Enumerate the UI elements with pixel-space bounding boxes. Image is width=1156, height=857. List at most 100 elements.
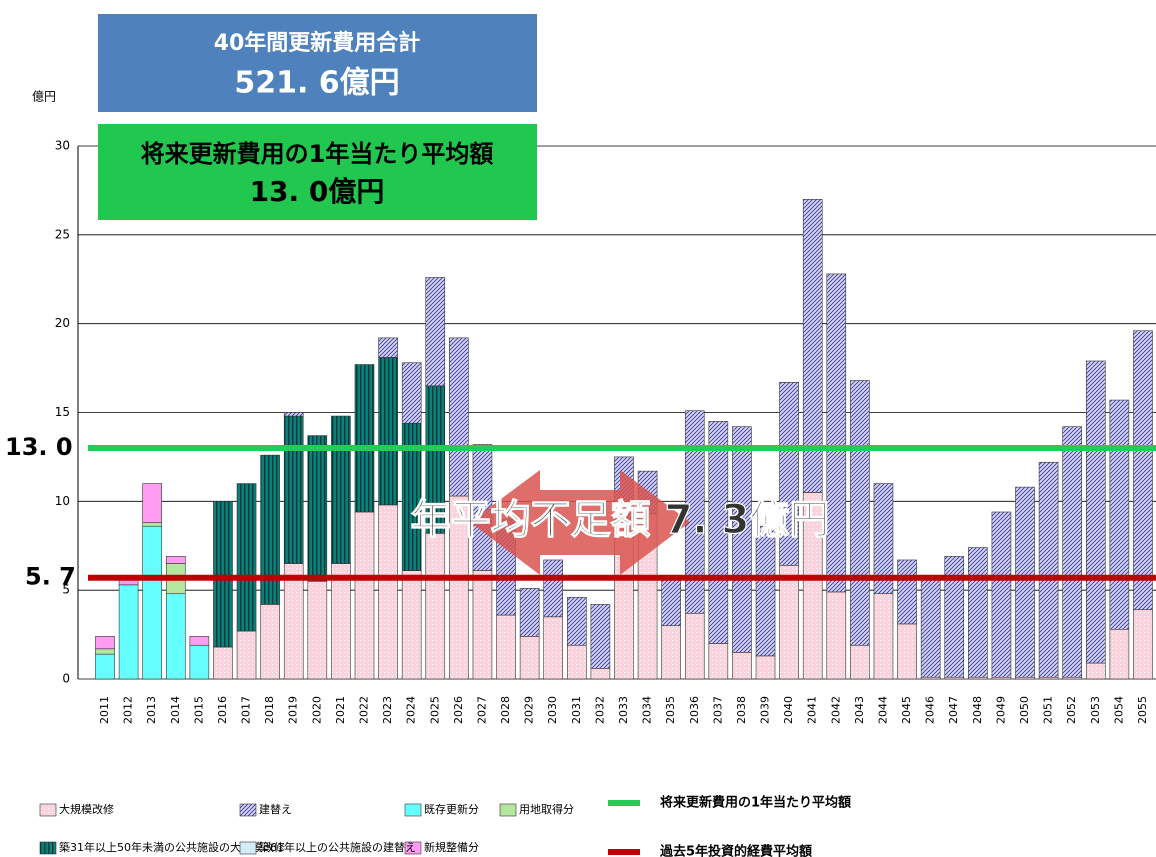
bar-segment — [95, 648, 115, 655]
x-tick-label: 2027 — [475, 696, 488, 724]
bar-segment — [165, 593, 186, 680]
bar-segment — [755, 525, 776, 657]
x-tick-label: 2051 — [1042, 696, 1055, 724]
bar-segment — [1085, 662, 1106, 680]
x-tick-label: 2026 — [452, 696, 465, 724]
bar-segment — [968, 547, 988, 678]
bar-segment — [307, 435, 328, 582]
bar-segment — [189, 636, 210, 646]
legend-label: 大規模改修 — [59, 802, 114, 816]
reference-label: 5. 7 — [25, 563, 76, 591]
bar-segment — [378, 357, 398, 506]
bar-segment — [1133, 609, 1153, 680]
bar-segment — [283, 412, 304, 417]
x-tick-label: 2040 — [782, 696, 795, 724]
y-tick-label: 20 — [55, 316, 70, 330]
legend-label: 築31年以上50年未満の公共施設の大規模改修 — [59, 840, 285, 854]
bar-segment — [425, 533, 446, 680]
bar-segment — [331, 563, 351, 680]
x-tick-label: 2035 — [664, 696, 677, 724]
legend-swatch — [404, 841, 422, 855]
bar-segment — [378, 504, 398, 680]
x-tick-label: 2033 — [617, 696, 630, 724]
legend-label: 既存更新分 — [424, 802, 479, 816]
legend-swatch — [239, 803, 257, 817]
bar-segment — [496, 614, 516, 680]
bar-segment — [1038, 461, 1059, 678]
legend-label: 将来更新費用の1年当たり平均額 — [660, 795, 851, 811]
bar-segment — [661, 625, 681, 680]
bar-segment — [897, 623, 917, 680]
bar-segment — [1109, 628, 1130, 680]
x-tick-label: 2029 — [523, 696, 536, 724]
x-tick-label: 2018 — [263, 696, 276, 724]
x-tick-label: 2021 — [334, 696, 347, 724]
bar-segment — [732, 652, 752, 680]
bar-segment — [354, 511, 375, 680]
legend-swatch — [39, 841, 57, 855]
x-tick-label: 2043 — [853, 696, 866, 724]
total-box — [98, 14, 537, 112]
bar-segment — [1062, 426, 1082, 678]
x-tick-label: 2045 — [900, 696, 913, 724]
bar-segment — [118, 584, 139, 680]
bar-segment — [779, 381, 799, 566]
x-tick-label: 2031 — [570, 696, 583, 724]
y-tick-label: 10 — [55, 494, 70, 508]
bar-segment — [897, 559, 917, 625]
bar-segment — [307, 580, 328, 680]
total-title: 40年間更新費用合計 — [214, 30, 421, 56]
x-tick-label: 2055 — [1136, 696, 1149, 724]
bar-segment — [802, 199, 823, 493]
bar-segment — [449, 337, 469, 497]
x-tick-label: 2042 — [829, 696, 842, 724]
bar-segment — [920, 579, 941, 678]
gap-arrow — [470, 470, 690, 575]
bar-segment — [755, 655, 776, 680]
x-tick-label: 2022 — [357, 696, 370, 724]
x-tick-label: 2041 — [806, 696, 819, 724]
bar-segment — [708, 421, 729, 644]
bar-segment — [684, 410, 705, 614]
bar-segment — [873, 483, 894, 595]
bar-segment — [142, 483, 162, 523]
bar-segment — [732, 426, 752, 653]
bar-segment — [472, 570, 493, 680]
total-value: 521. 6億円 — [234, 66, 399, 101]
average-box — [98, 124, 537, 220]
x-tick-label: 2047 — [947, 696, 960, 724]
x-tick-label: 2023 — [381, 696, 394, 724]
bar-segment — [566, 596, 587, 646]
x-tick-label: 2050 — [1018, 696, 1031, 724]
x-tick-label: 2048 — [971, 696, 984, 724]
y-unit: 億円 — [32, 90, 56, 104]
x-tick-label: 2036 — [688, 696, 701, 724]
x-tick-label: 2013 — [145, 696, 158, 724]
bar-segment — [1133, 330, 1153, 611]
legend-swatch — [404, 803, 422, 817]
bar-segment — [708, 643, 729, 680]
x-tick-label: 2012 — [122, 696, 135, 724]
x-tick-label: 2025 — [428, 696, 441, 724]
x-tick-label: 2054 — [1112, 696, 1125, 724]
bar-segment — [590, 668, 611, 680]
bar-segment — [189, 644, 210, 680]
bar-segment — [213, 501, 233, 648]
bar-segment — [142, 525, 162, 680]
x-tick-label: 2038 — [735, 696, 748, 724]
x-tick-label: 2039 — [759, 696, 772, 724]
bar-segment — [826, 591, 847, 680]
bar-segment — [401, 570, 422, 680]
bar-segment — [401, 362, 422, 424]
bar-segment — [425, 277, 446, 387]
bar-segment — [991, 511, 1012, 678]
bar-segment — [543, 559, 564, 618]
bar-segment — [590, 604, 611, 669]
bar-segment — [260, 454, 280, 605]
x-tick-label: 2016 — [216, 696, 229, 724]
bar-segment — [850, 644, 870, 680]
average-title: 将来更新費用の1年当たり平均額 — [141, 140, 494, 168]
x-tick-label: 2032 — [593, 696, 606, 724]
x-tick-label: 2015 — [192, 696, 205, 724]
